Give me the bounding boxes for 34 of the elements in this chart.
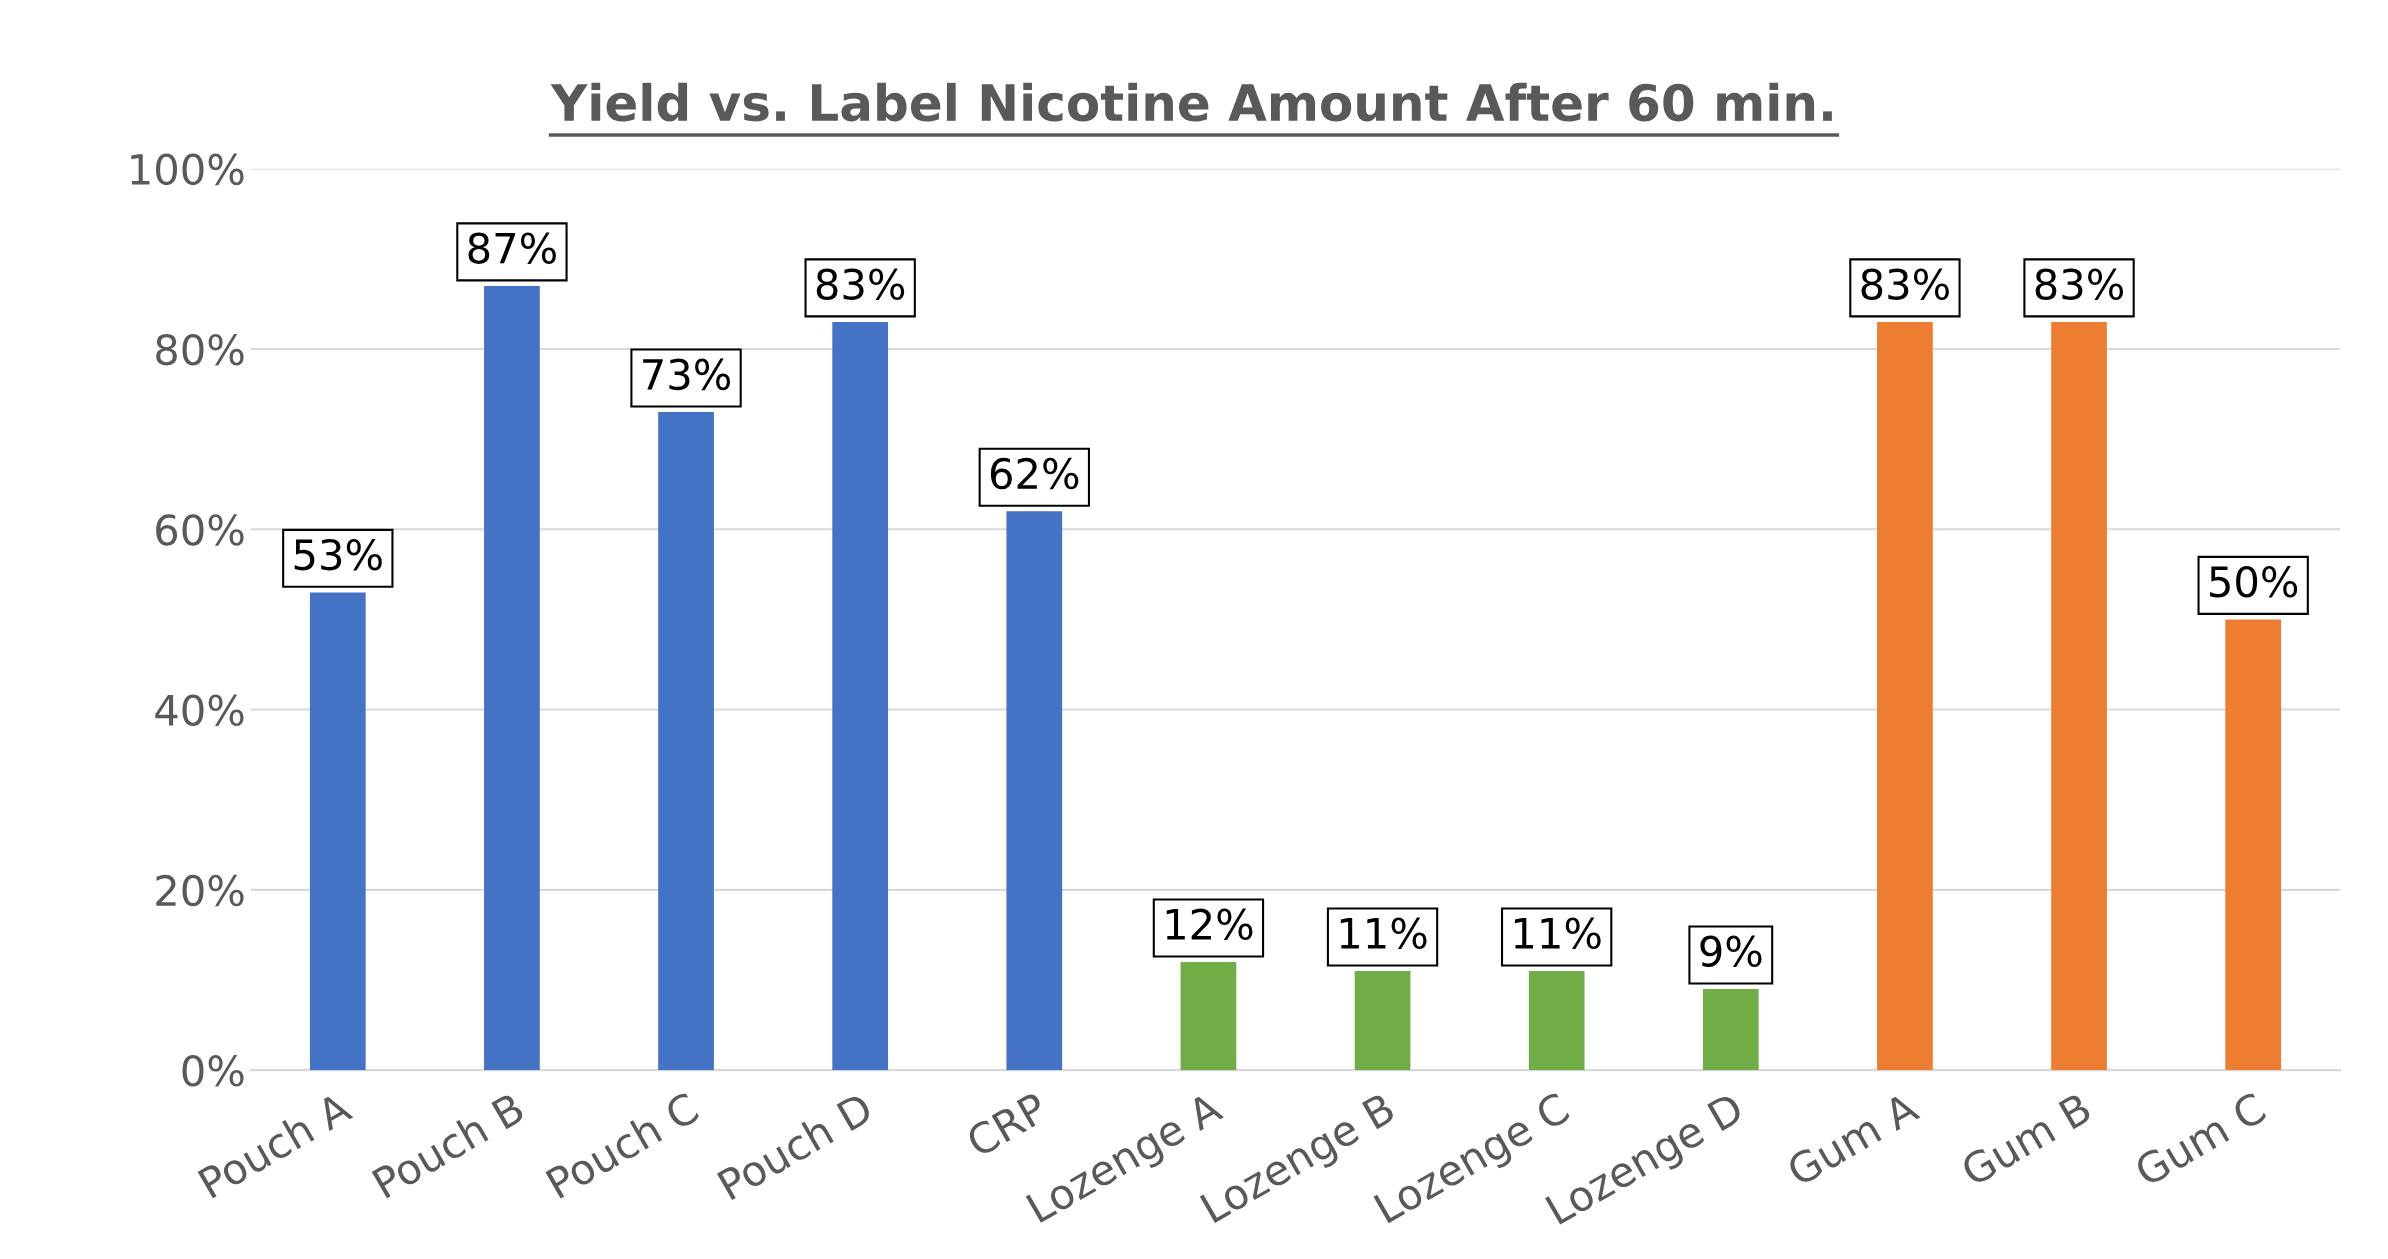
x-tick-label: Gum C	[2132, 1091, 2268, 1188]
x-tick-label: Gum B	[1959, 1091, 2093, 1187]
bar	[1354, 970, 1411, 1071]
bar	[1702, 989, 1759, 1071]
data-label: 62%	[990, 457, 1079, 490]
data-label: 11%	[1514, 917, 1601, 950]
data-label: 83%	[2035, 268, 2124, 300]
y-tick-label: 20%	[156, 874, 244, 907]
bar	[484, 285, 540, 1071]
bar	[2051, 321, 2107, 1071]
y-tick-label: 80%	[156, 333, 244, 366]
data-label: 83%	[816, 268, 905, 300]
y-tick-label: 100%	[131, 153, 244, 186]
x-tick-label: Gum A	[1785, 1090, 1921, 1187]
chart-title: Yield vs. Label Nicotine Amount After 60 min.	[550, 82, 1832, 122]
y-tick-label: 40%	[155, 694, 244, 726]
bar	[1528, 970, 1585, 1071]
bar	[658, 412, 714, 1071]
bar	[832, 321, 889, 1071]
data-label: 11%	[1340, 917, 1427, 950]
bar	[309, 592, 366, 1071]
bar	[2225, 619, 2282, 1071]
data-label: 87%	[468, 232, 556, 264]
y-tick-label: 60%	[156, 514, 244, 546]
data-label: 83%	[1861, 268, 1949, 300]
bar	[1006, 511, 1063, 1071]
data-label: 9%	[1700, 935, 1762, 968]
data-label: 12%	[1166, 908, 1253, 941]
bar	[1180, 961, 1237, 1071]
data-label: 73%	[643, 358, 731, 391]
data-label: 50%	[2210, 565, 2298, 598]
y-tick-label: 0%	[182, 1055, 244, 1087]
data-label: 53%	[294, 538, 382, 571]
bar	[1877, 321, 1933, 1071]
